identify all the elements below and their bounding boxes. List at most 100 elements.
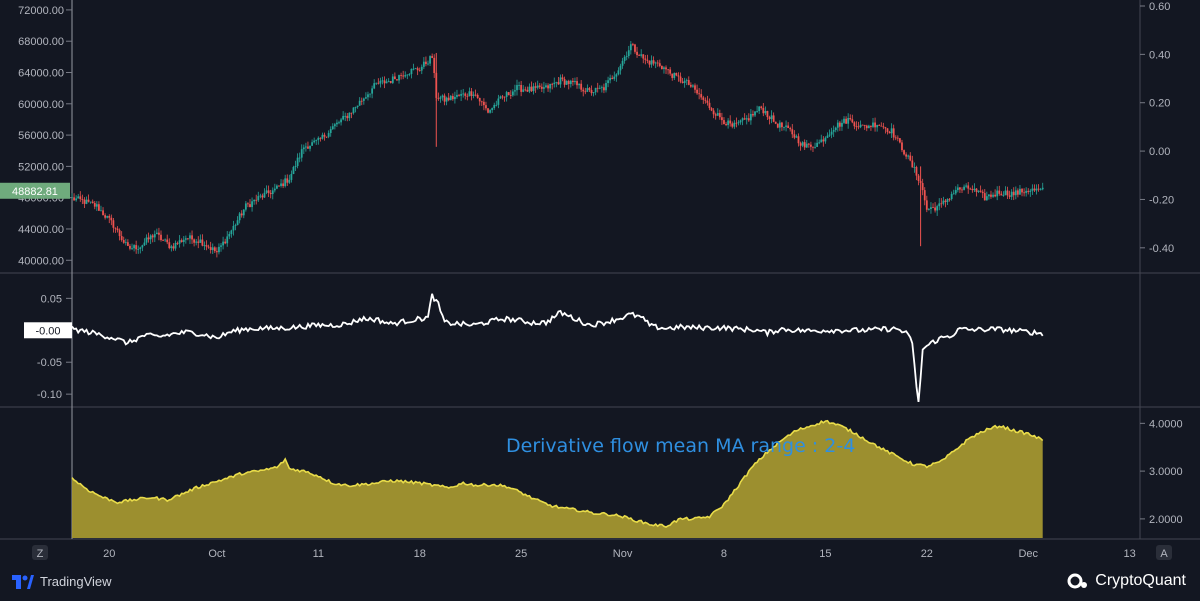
- candle-body: [420, 66, 423, 71]
- candle-body: [497, 98, 500, 105]
- candle-body: [327, 133, 330, 137]
- candle-body: [971, 189, 974, 191]
- candle-body: [454, 96, 456, 100]
- candle-body: [323, 134, 326, 137]
- candle-body: [921, 183, 924, 191]
- candle-body: [692, 85, 694, 87]
- chart-canvas[interactable]: 72000.00 68000.00 64000.00 60000.00 56000.00…: [0, 0, 1200, 565]
- candle-body: [561, 77, 564, 80]
- candle-body: [907, 155, 910, 157]
- candle-body: [768, 117, 771, 120]
- candle-body: [894, 137, 897, 139]
- candle-body: [273, 188, 276, 191]
- candle-body: [673, 72, 676, 78]
- candle-body: [644, 58, 647, 60]
- flow-line-series: [71, 293, 1044, 403]
- candle-body: [609, 77, 612, 81]
- candle-body: [505, 92, 508, 97]
- candle-body: [1027, 190, 1030, 192]
- candle-body: [559, 77, 562, 85]
- candle-body: [623, 56, 626, 61]
- candle-body: [172, 246, 175, 249]
- tradingview-logo[interactable]: TradingView: [12, 574, 112, 589]
- candle-body: [398, 75, 400, 81]
- corner-a-box: [1156, 545, 1172, 560]
- candle-body: [1006, 190, 1009, 196]
- candle-body: [896, 137, 899, 139]
- candle-body: [985, 196, 988, 201]
- candle-body: [1008, 195, 1011, 197]
- candle-body: [853, 122, 856, 127]
- candle-body: [822, 139, 825, 142]
- candle-body: [963, 186, 965, 190]
- candle-body: [451, 95, 454, 100]
- candle-body: [598, 87, 601, 89]
- candle-body: [468, 91, 471, 97]
- candle-body: [365, 97, 367, 99]
- candle-body: [485, 105, 487, 109]
- time-tick-label: 20: [103, 548, 115, 560]
- candle-body: [367, 94, 369, 98]
- candle-body: [812, 146, 814, 148]
- price-tick-label: 72000.00: [18, 5, 64, 17]
- candle-body: [509, 95, 512, 96]
- candle-body: [329, 129, 332, 134]
- candle-body: [756, 111, 758, 112]
- price-tick-label: 64000.00: [18, 68, 64, 80]
- time-tick-label: 25: [515, 548, 527, 560]
- candle-body: [203, 245, 206, 246]
- candle-body: [934, 207, 936, 211]
- candle-body: [218, 246, 220, 253]
- candle-body: [524, 89, 527, 91]
- candle-body: [716, 113, 719, 116]
- candle-body: [184, 238, 187, 240]
- candle-body: [162, 240, 164, 241]
- candle-body: [85, 199, 88, 204]
- candle-body: [158, 232, 160, 235]
- candle-body: [201, 239, 204, 246]
- candle-body: [236, 220, 239, 226]
- candle-body: [205, 245, 208, 247]
- candle-body: [576, 81, 578, 86]
- tradingview-label: TradingView: [40, 574, 112, 589]
- candle-body: [689, 84, 692, 87]
- candle-body: [518, 85, 520, 86]
- candle-body: [271, 190, 274, 195]
- mean-area-fill: [72, 420, 1043, 538]
- candle-body: [472, 94, 475, 96]
- candle-body: [425, 61, 427, 65]
- candle-body: [917, 175, 920, 181]
- candle-body: [996, 190, 999, 197]
- candle-body: [344, 115, 347, 117]
- candle-body: [706, 100, 709, 103]
- candle-body: [733, 122, 736, 127]
- candle-body: [899, 138, 901, 143]
- candle-body: [942, 200, 945, 204]
- candle-body: [249, 204, 251, 208]
- candle-body: [126, 242, 129, 246]
- candle-body: [373, 83, 376, 89]
- candle-body: [543, 87, 545, 89]
- candle-body: [938, 203, 941, 207]
- candle-body: [336, 122, 338, 125]
- candle-body: [354, 106, 357, 108]
- candle-body: [547, 85, 549, 89]
- candle-body: [1019, 188, 1021, 195]
- candle-body: [632, 44, 634, 46]
- candle-body: [470, 91, 473, 96]
- mean-tick-label: 3.0000: [1149, 466, 1183, 478]
- candle-body: [474, 94, 477, 96]
- candle-body: [412, 68, 415, 70]
- candle-body: [209, 247, 212, 251]
- candle-body: [832, 130, 835, 132]
- candle-body: [499, 96, 502, 99]
- candle-body: [377, 82, 380, 84]
- candle-body: [704, 99, 707, 101]
- candle-body: [841, 122, 843, 127]
- secondary-tick-label: 0.60: [1149, 1, 1170, 13]
- price-tick-label: 44000.00: [18, 224, 64, 236]
- candle-body: [540, 86, 543, 89]
- flow-tick-label: -0.10: [37, 389, 62, 401]
- candle-body: [975, 188, 978, 192]
- candle-body: [501, 96, 504, 98]
